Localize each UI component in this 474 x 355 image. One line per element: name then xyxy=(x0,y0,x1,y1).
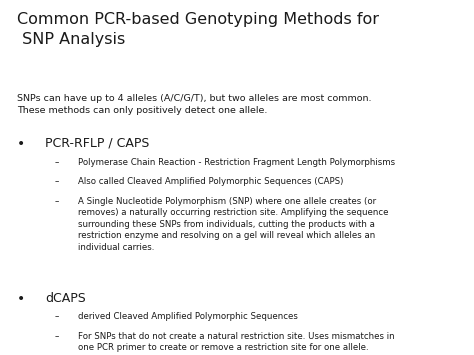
Text: –: – xyxy=(55,332,59,341)
Text: –: – xyxy=(55,158,59,167)
Text: A Single Nucleotide Polymorphism (SNP) where one allele creates (or
removes) a n: A Single Nucleotide Polymorphism (SNP) w… xyxy=(78,197,389,252)
Text: Also called Cleaved Amplified Polymorphic Sequences (CAPS): Also called Cleaved Amplified Polymorphi… xyxy=(78,178,344,186)
Text: –: – xyxy=(55,197,59,206)
Text: SNPs can have up to 4 alleles (A/C/G/T), but two alleles are most common.
These : SNPs can have up to 4 alleles (A/C/G/T),… xyxy=(17,94,371,115)
Text: PCR-RFLP / CAPS: PCR-RFLP / CAPS xyxy=(45,137,149,150)
Text: dCAPS: dCAPS xyxy=(45,292,86,305)
Text: •: • xyxy=(17,292,25,306)
Text: Common PCR-based Genotyping Methods for
 SNP Analysis: Common PCR-based Genotyping Methods for … xyxy=(17,12,379,47)
Text: derived Cleaved Amplified Polymorphic Sequences: derived Cleaved Amplified Polymorphic Se… xyxy=(78,312,298,321)
Text: •: • xyxy=(17,137,25,151)
Text: For SNPs that do not create a natural restriction site. Uses mismatches in
one P: For SNPs that do not create a natural re… xyxy=(78,332,395,353)
Text: Polymerase Chain Reaction - Restriction Fragment Length Polymorphisms: Polymerase Chain Reaction - Restriction … xyxy=(78,158,395,167)
Text: –: – xyxy=(55,178,59,186)
Text: –: – xyxy=(55,312,59,321)
